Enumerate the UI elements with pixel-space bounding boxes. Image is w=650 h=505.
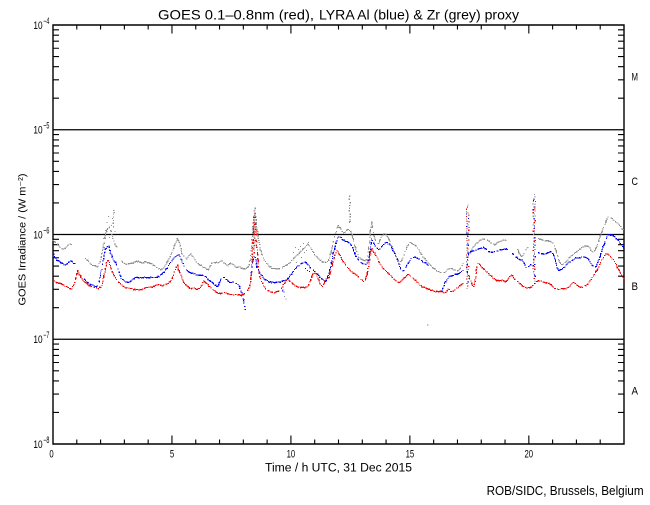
svg-text:−6: −6 — [43, 225, 49, 235]
svg-text:ROB/SIDC, Brussels, Belgium: ROB/SIDC, Brussels, Belgium — [487, 484, 644, 498]
svg-text:Time / h UTC, 31 Dec 2015: Time / h UTC, 31 Dec 2015 — [265, 461, 412, 475]
svg-text:10: 10 — [33, 20, 42, 32]
svg-text:GOES 0.1–0.8nm (red),: GOES 0.1–0.8nm (red), — [158, 6, 314, 22]
svg-text:M: M — [632, 72, 639, 84]
svg-text:10: 10 — [33, 439, 42, 451]
svg-text:A: A — [632, 386, 639, 398]
svg-text:10: 10 — [33, 334, 42, 346]
svg-text:−5: −5 — [43, 121, 49, 131]
svg-text:10: 10 — [287, 449, 296, 461]
svg-text:GOES Irradiance / (W m⁻²): GOES Irradiance / (W m⁻²) — [18, 174, 29, 306]
svg-text:−4: −4 — [43, 16, 49, 26]
svg-text:−8: −8 — [43, 435, 49, 445]
svg-text:5: 5 — [170, 449, 174, 461]
svg-text:20: 20 — [525, 449, 534, 461]
svg-text:15: 15 — [406, 449, 415, 461]
svg-text:B: B — [632, 281, 639, 293]
svg-text:0: 0 — [49, 449, 53, 461]
svg-text:LYRA Al (blue) & Zr (grey) pro: LYRA Al (blue) & Zr (grey) proxy — [319, 6, 519, 22]
svg-text:C: C — [632, 176, 639, 188]
svg-text:10: 10 — [33, 125, 42, 137]
svg-text:10: 10 — [33, 229, 42, 241]
svg-text:−7: −7 — [43, 330, 49, 340]
